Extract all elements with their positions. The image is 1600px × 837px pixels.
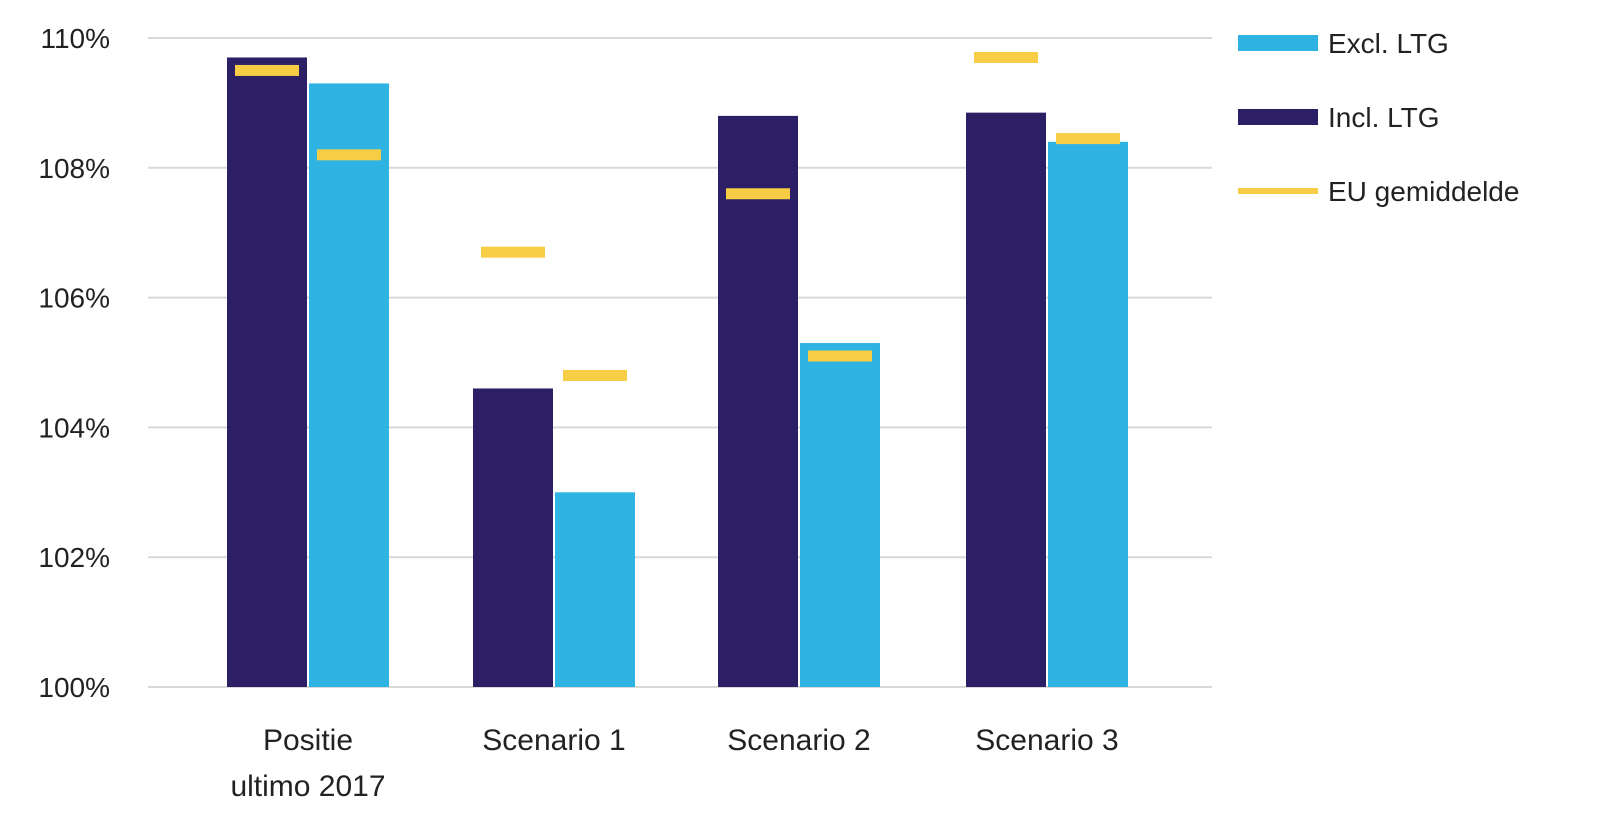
legend-swatch-incl bbox=[1238, 109, 1318, 125]
eu-average-marker-excl bbox=[317, 149, 381, 161]
x-category-label: Scenario 2 bbox=[727, 724, 870, 757]
bar-excl-ltg bbox=[555, 492, 635, 687]
bar-incl-ltg bbox=[227, 57, 307, 688]
eu-average-marker-incl bbox=[974, 51, 1038, 63]
x-category-label: ultimo 2017 bbox=[230, 770, 385, 803]
y-axis-ticks: 100% 102% 104% 106% 108% 110% bbox=[38, 23, 110, 703]
y-tick-label: 104% bbox=[38, 412, 110, 443]
eu-average-marker-excl bbox=[563, 369, 627, 381]
y-tick-label: 110% bbox=[40, 23, 110, 54]
y-tick-label: 108% bbox=[38, 153, 110, 184]
eu-average-marker-incl bbox=[481, 246, 545, 258]
bar-excl-ltg bbox=[800, 343, 880, 687]
legend-label-excl: Excl. LTG bbox=[1328, 28, 1449, 59]
bar-excl-ltg bbox=[1048, 141, 1128, 688]
y-tick-label: 100% bbox=[38, 672, 110, 703]
x-category-label: Positie bbox=[263, 724, 353, 757]
eu-average-marker-excl bbox=[808, 350, 872, 362]
y-tick-label: 102% bbox=[38, 542, 110, 573]
eu-average-marker-excl bbox=[1056, 133, 1120, 145]
x-axis-labels: Positie ultimo 2017 Scenario 1 Scenario 2 Sc… bbox=[230, 724, 1118, 803]
eu-average-marker-incl bbox=[726, 188, 790, 200]
legend-label-eu: EU gemiddelde bbox=[1328, 176, 1519, 207]
legend: Excl. LTG Incl. LTG EU gemiddelde bbox=[1238, 28, 1519, 207]
bar-incl-ltg bbox=[473, 388, 553, 687]
y-tick-label: 106% bbox=[38, 283, 110, 314]
bar-incl-ltg bbox=[718, 115, 798, 687]
eu-average-markers bbox=[235, 51, 1120, 381]
x-category-label: Scenario 1 bbox=[482, 724, 625, 757]
legend-swatch-excl bbox=[1238, 35, 1318, 51]
bar-incl-ltg bbox=[966, 112, 1046, 687]
legend-label-incl: Incl. LTG bbox=[1328, 102, 1440, 133]
legend-swatch-eu bbox=[1238, 188, 1318, 194]
eu-average-marker-incl bbox=[235, 64, 299, 76]
bars bbox=[227, 57, 1128, 688]
bar-excl-ltg bbox=[309, 83, 389, 688]
x-category-label: Scenario 3 bbox=[975, 724, 1118, 757]
